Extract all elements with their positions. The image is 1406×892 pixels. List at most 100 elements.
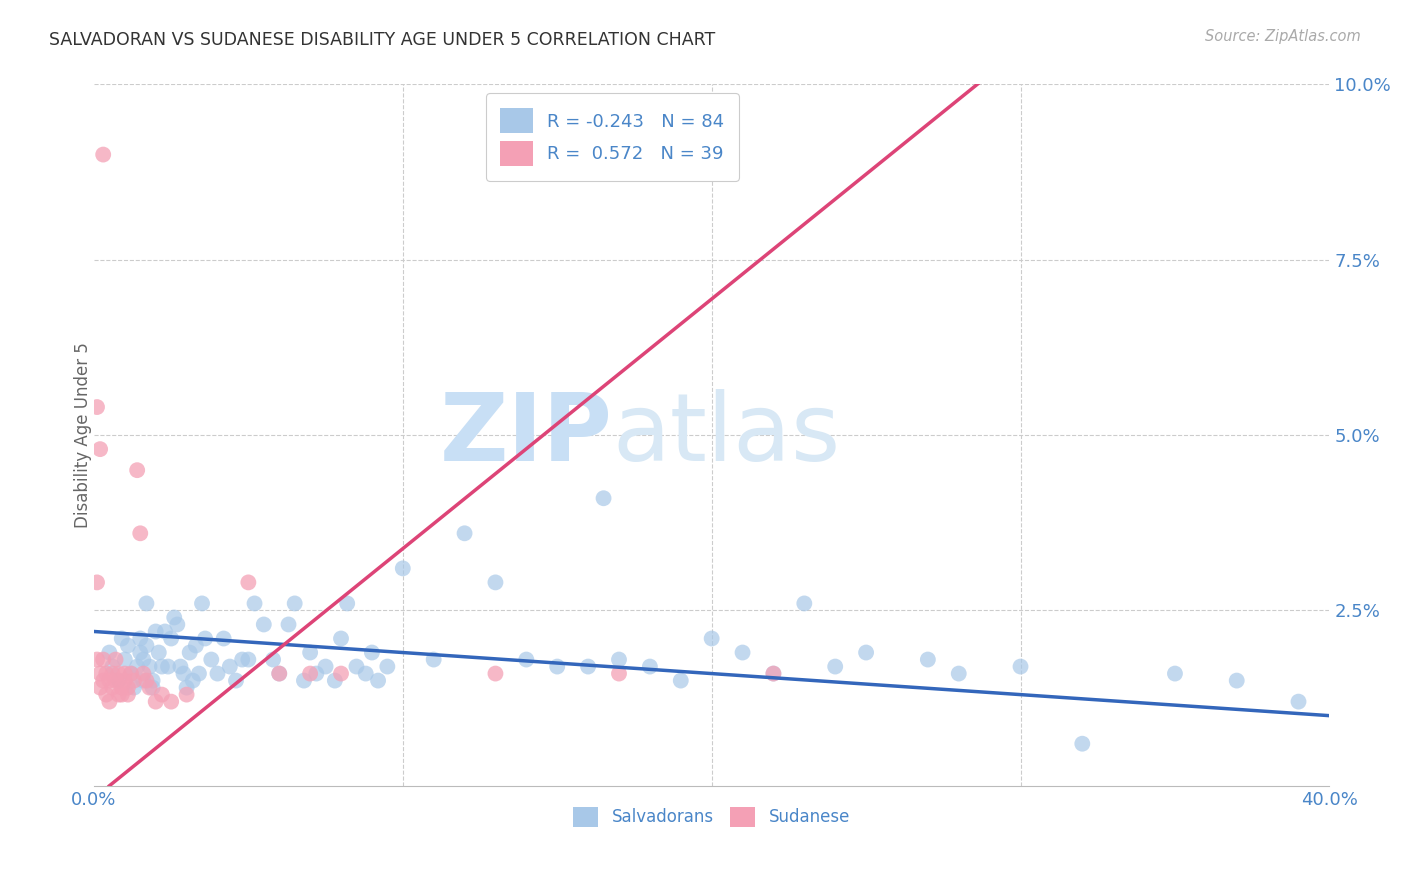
- Point: [129, 632, 152, 646]
- Point: [142, 681, 165, 695]
- Point: [262, 652, 284, 666]
- Point: [243, 596, 266, 610]
- Point: [212, 632, 235, 646]
- Point: [305, 666, 328, 681]
- Point: [422, 652, 444, 666]
- Point: [284, 596, 307, 610]
- Point: [200, 652, 222, 666]
- Point: [391, 561, 413, 575]
- Point: [546, 659, 568, 673]
- Point: [299, 646, 322, 660]
- Point: [793, 596, 815, 610]
- Point: [169, 659, 191, 673]
- Point: [181, 673, 204, 688]
- Point: [122, 681, 145, 695]
- Point: [346, 659, 368, 673]
- Point: [292, 673, 315, 688]
- Point: [207, 666, 229, 681]
- Point: [1288, 695, 1310, 709]
- Point: [163, 610, 186, 624]
- Point: [948, 666, 970, 681]
- Point: [145, 695, 167, 709]
- Point: [148, 646, 170, 660]
- Point: [269, 666, 291, 681]
- Point: [150, 659, 173, 673]
- Point: [277, 617, 299, 632]
- Point: [336, 596, 359, 610]
- Text: SALVADORAN VS SUDANESE DISABILITY AGE UNDER 5 CORRELATION CHART: SALVADORAN VS SUDANESE DISABILITY AGE UN…: [49, 31, 716, 49]
- Y-axis label: Disability Age Under 5: Disability Age Under 5: [75, 343, 91, 528]
- Point: [299, 666, 322, 681]
- Point: [330, 632, 353, 646]
- Point: [117, 688, 139, 702]
- Point: [160, 695, 183, 709]
- Point: [86, 652, 108, 666]
- Point: [187, 666, 209, 681]
- Point: [101, 681, 124, 695]
- Point: [824, 659, 846, 673]
- Point: [231, 652, 253, 666]
- Point: [361, 646, 384, 660]
- Point: [107, 673, 129, 688]
- Point: [330, 666, 353, 681]
- Point: [98, 646, 121, 660]
- Point: [176, 681, 198, 695]
- Point: [638, 659, 661, 673]
- Point: [762, 666, 785, 681]
- Point: [225, 673, 247, 688]
- Point: [160, 632, 183, 646]
- Point: [917, 652, 939, 666]
- Point: [375, 659, 398, 673]
- Point: [132, 673, 155, 688]
- Point: [269, 666, 291, 681]
- Text: atlas: atlas: [613, 389, 841, 481]
- Point: [104, 652, 127, 666]
- Point: [592, 491, 614, 506]
- Point: [762, 666, 785, 681]
- Point: [135, 596, 157, 610]
- Point: [120, 666, 142, 681]
- Point: [484, 666, 506, 681]
- Point: [138, 659, 160, 673]
- Point: [607, 666, 630, 681]
- Point: [142, 673, 165, 688]
- Point: [315, 659, 337, 673]
- Point: [111, 681, 134, 695]
- Point: [89, 681, 111, 695]
- Point: [135, 673, 157, 688]
- Point: [576, 659, 599, 673]
- Point: [98, 673, 121, 688]
- Point: [91, 652, 114, 666]
- Point: [101, 666, 124, 681]
- Text: ZIP: ZIP: [440, 389, 613, 481]
- Point: [107, 666, 129, 681]
- Point: [101, 659, 124, 673]
- Point: [145, 624, 167, 639]
- Point: [669, 673, 692, 688]
- Point: [238, 652, 260, 666]
- Point: [453, 526, 475, 541]
- Point: [354, 666, 377, 681]
- Point: [117, 681, 139, 695]
- Legend: Salvadorans, Sudanese: Salvadorans, Sudanese: [567, 800, 856, 833]
- Point: [218, 659, 240, 673]
- Point: [1010, 659, 1032, 673]
- Point: [484, 575, 506, 590]
- Point: [127, 659, 149, 673]
- Point: [607, 652, 630, 666]
- Point: [129, 646, 152, 660]
- Point: [166, 617, 188, 632]
- Point: [157, 659, 180, 673]
- Point: [132, 666, 155, 681]
- Point: [114, 673, 136, 688]
- Point: [132, 652, 155, 666]
- Point: [179, 646, 201, 660]
- Point: [91, 673, 114, 688]
- Point: [104, 673, 127, 688]
- Point: [86, 575, 108, 590]
- Point: [91, 147, 114, 161]
- Point: [515, 652, 537, 666]
- Point: [86, 400, 108, 414]
- Point: [114, 666, 136, 681]
- Point: [117, 639, 139, 653]
